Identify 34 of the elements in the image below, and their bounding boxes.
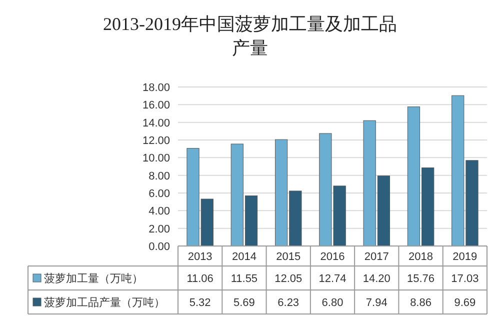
data-label: 17.03 [451, 273, 479, 285]
x-tick-label: 2018 [408, 251, 434, 263]
data-label: 14.20 [362, 273, 390, 285]
x-tick-label: 2014 [232, 251, 256, 263]
data-label: 9.69 [454, 297, 476, 309]
data-label: 11.06 [186, 273, 214, 285]
y-tick-label: 14.00 [142, 117, 170, 130]
data-label: 5.69 [234, 297, 255, 309]
x-tick-label: 2017 [364, 251, 389, 263]
y-tick-label: 4.00 [148, 206, 170, 218]
x-tick-label: 2016 [320, 251, 345, 263]
legend-label: 菠萝加工量（万吨） [44, 272, 143, 285]
data-label: 6.23 [278, 297, 300, 309]
data-label: 15.76 [407, 273, 435, 285]
y-tick-label: 6.00 [148, 188, 170, 200]
data-label: 12.74 [318, 273, 346, 285]
x-tick-label: 2019 [452, 251, 478, 263]
data-label: 12.05 [274, 273, 302, 285]
title: 2013-2019年中国菠萝加工量及加工品产量 [103, 14, 397, 58]
data-label: 6.80 [322, 297, 344, 309]
y-tick-label: 2.00 [148, 223, 170, 236]
y-tick-label: 18.00 [142, 82, 170, 94]
y-tick-label: 8.00 [148, 170, 170, 182]
data-label: 5.32 [189, 297, 211, 309]
y-tick-label: 0.00 [148, 241, 170, 253]
y-tick-label: 10.00 [142, 152, 170, 165]
data-label: 7.94 [366, 297, 388, 309]
legend-label: 菠萝加工品产量（万吨） [44, 296, 165, 309]
y-tick-label: 12.00 [142, 135, 170, 147]
data-label: 8.86 [410, 297, 432, 309]
y-tick-label: 16.00 [142, 100, 170, 112]
data-label: 11.55 [230, 273, 258, 285]
x-tick-label: 2013 [188, 251, 212, 263]
x-tick-label: 2015 [276, 251, 301, 263]
